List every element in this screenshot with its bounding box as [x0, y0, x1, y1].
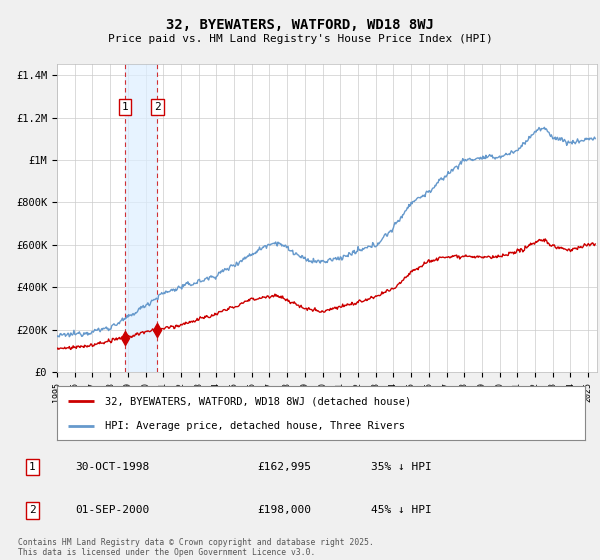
Text: Price paid vs. HM Land Registry's House Price Index (HPI): Price paid vs. HM Land Registry's House … — [107, 34, 493, 44]
Text: £162,995: £162,995 — [257, 462, 311, 472]
Text: 1: 1 — [121, 102, 128, 112]
Text: £198,000: £198,000 — [257, 506, 311, 516]
Text: 45% ↓ HPI: 45% ↓ HPI — [371, 506, 432, 516]
Text: 32, BYEWATERS, WATFORD, WD18 8WJ (detached house): 32, BYEWATERS, WATFORD, WD18 8WJ (detach… — [104, 396, 411, 407]
Text: 30-OCT-1998: 30-OCT-1998 — [75, 462, 149, 472]
Text: 2: 2 — [154, 102, 161, 112]
Text: 2: 2 — [29, 506, 35, 516]
Text: Contains HM Land Registry data © Crown copyright and database right 2025.
This d: Contains HM Land Registry data © Crown c… — [18, 538, 374, 557]
Text: 1: 1 — [29, 462, 35, 472]
Text: 35% ↓ HPI: 35% ↓ HPI — [371, 462, 432, 472]
Text: HPI: Average price, detached house, Three Rivers: HPI: Average price, detached house, Thre… — [104, 421, 404, 431]
Text: 01-SEP-2000: 01-SEP-2000 — [75, 506, 149, 516]
Bar — [125, 64, 157, 372]
Text: 32, BYEWATERS, WATFORD, WD18 8WJ: 32, BYEWATERS, WATFORD, WD18 8WJ — [166, 18, 434, 32]
